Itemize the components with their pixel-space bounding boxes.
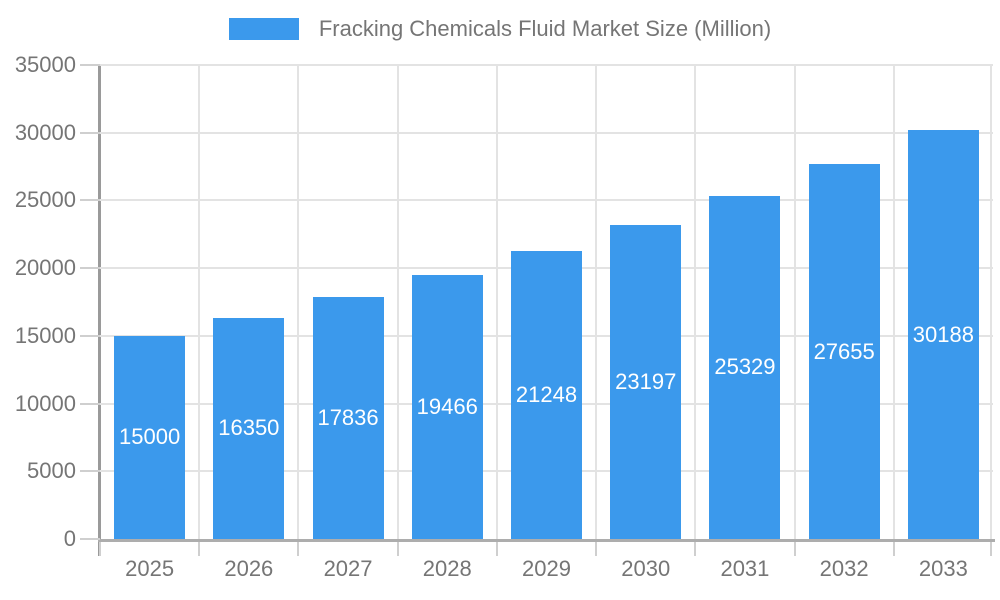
y-axis-tick [80,470,100,473]
v-gridline [297,65,300,539]
y-axis-tick [80,199,100,202]
y-axis-label: 25000 [14,187,76,213]
x-axis-tick [694,542,697,556]
x-axis-label: 2028 [422,556,472,581]
x-axis-label: 2030 [621,556,671,581]
x-axis-label: 2029 [522,556,571,581]
y-axis-tick [80,538,100,540]
bar-value-label: 30188 [912,321,974,347]
x-axis-tick [495,542,498,556]
legend-swatch [228,18,299,40]
v-gridline [793,65,796,539]
bar-value-label: 16350 [218,415,280,441]
bar-2029: 21248 [511,251,582,539]
bar-2033: 30188 [907,130,979,539]
y-axis-label: 20000 [14,255,76,281]
legend: Fracking Chemicals Fluid Market Size (Mi… [0,16,1000,42]
bar-2031: 25329 [709,195,781,539]
bar-value-label: 17836 [317,405,379,431]
v-gridline [495,65,498,539]
bar-2026: 16350 [213,317,285,539]
bar-value-label: 21248 [515,382,578,408]
y-axis-label: 35000 [14,52,76,77]
x-axis-tick [595,542,598,556]
x-axis-label: 2031 [720,556,770,581]
x-axis-tick [198,542,201,556]
bar-2028: 19466 [411,275,483,539]
h-gridline [100,64,993,66]
v-gridline [694,65,697,539]
y-axis-tick [80,267,100,270]
bar-2032: 27655 [808,164,880,539]
x-axis-tick [396,542,399,556]
v-gridline [198,65,201,539]
bar-value-label: 23197 [615,368,677,394]
x-axis-label: 2026 [224,556,274,581]
x-axis-tick [99,542,101,556]
x-axis-tick [990,542,992,556]
bar-value-label: 27655 [813,338,875,364]
x-axis-label: 2033 [918,556,968,581]
legend-item[interactable]: Fracking Chemicals Fluid Market Size (Mi… [228,16,772,42]
bar-2027: 17836 [312,297,384,539]
bar-value-label: 25329 [714,354,776,380]
legend-label: Fracking Chemicals Fluid Market Size (Mi… [318,16,772,41]
x-axis-label: 2027 [323,556,373,581]
y-axis-tick [80,64,100,66]
y-axis-tick [80,131,100,134]
y-axis-tick [80,334,100,337]
v-gridline [396,65,399,539]
x-axis-label: 2025 [125,556,175,581]
y-axis-tick [80,402,100,405]
plot-area: 15000 16350 17836 19466 21248 23197 25329 27655… [100,64,993,539]
bar-value-label: 15000 [119,424,181,450]
y-axis-line [98,65,101,556]
v-gridline [595,65,598,539]
y-axis-label: 10000 [14,390,76,416]
y-axis-label: 5000 [27,458,76,484]
x-axis-tick [793,542,796,556]
bar-2025: 15000 [114,335,186,539]
bar-value-label: 19466 [416,394,478,420]
y-axis-label: 0 [63,526,76,551]
h-gridline [100,199,993,202]
x-axis-tick [297,542,300,556]
bar-2030: 23197 [610,224,682,539]
x-axis-line [98,539,995,542]
y-axis-label: 15000 [14,322,76,348]
h-gridline [100,131,993,134]
x-axis-tick [892,542,895,556]
v-gridline [892,65,895,539]
x-axis-label: 2032 [819,556,869,581]
v-gridline [990,65,992,539]
y-axis-label: 30000 [14,119,76,145]
